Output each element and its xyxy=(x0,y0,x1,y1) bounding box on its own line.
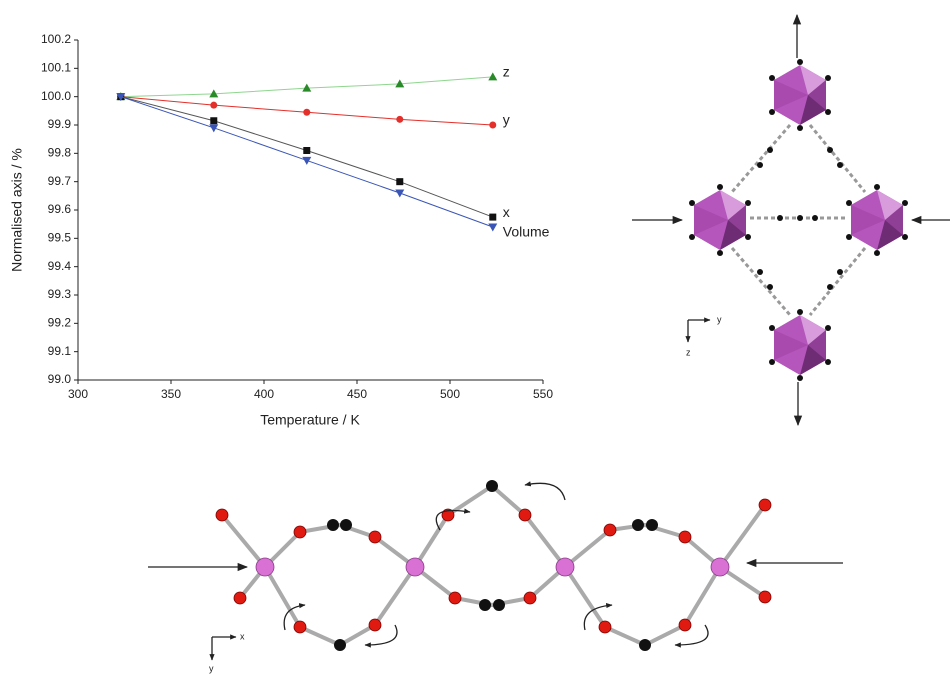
point xyxy=(395,190,404,198)
y-tick-label: 99.4 xyxy=(48,259,72,273)
x-tick-label: 300 xyxy=(68,387,88,401)
network-diagram: y z xyxy=(632,15,950,425)
y-tick-label: 99.3 xyxy=(48,287,72,301)
chain-diagram: x y xyxy=(148,480,843,673)
y-axis-title: Normalised axis / % xyxy=(9,148,25,272)
y-tick-label: 99.7 xyxy=(48,174,72,188)
x-axis-title: Temperature / K xyxy=(260,412,360,428)
series-label: x xyxy=(503,204,510,220)
y-tick-label: 99.6 xyxy=(48,202,72,216)
y-tick-label: 100.0 xyxy=(41,89,71,103)
y-tick-label: 99.2 xyxy=(48,316,72,330)
axis-label: y xyxy=(209,663,214,673)
series-label: y xyxy=(503,112,510,128)
axis-label: y xyxy=(717,314,722,324)
point xyxy=(396,116,403,123)
axis-label: z xyxy=(686,347,691,357)
figure: Temperature / K Normalised axis / % 99.0… xyxy=(0,0,951,674)
x-tick-label: 550 xyxy=(533,387,553,401)
y-tick-label: 99.1 xyxy=(48,344,72,358)
point xyxy=(488,224,497,232)
y-tick-label: 99.0 xyxy=(48,372,72,386)
point xyxy=(209,124,218,132)
point xyxy=(210,117,217,124)
x-tick-label: 450 xyxy=(347,387,367,401)
series-label: z xyxy=(503,64,510,80)
x-tick-label: 400 xyxy=(254,387,274,401)
point xyxy=(489,214,496,221)
line-chart: Temperature / K Normalised axis / % 99.0… xyxy=(9,32,554,428)
point xyxy=(396,178,403,185)
y-tick-label: 99.8 xyxy=(48,146,72,160)
y-tick-label: 100.2 xyxy=(41,32,71,46)
y-tick-label: 100.1 xyxy=(41,61,71,75)
point xyxy=(210,102,217,109)
x-tick-label: 350 xyxy=(161,387,181,401)
point xyxy=(303,109,310,116)
point xyxy=(302,157,311,165)
point xyxy=(488,72,497,80)
point xyxy=(303,147,310,154)
x-tick-label: 500 xyxy=(440,387,460,401)
point xyxy=(489,122,496,129)
y-tick-label: 99.5 xyxy=(48,231,72,245)
y-tick-label: 99.9 xyxy=(48,117,72,131)
series-label: Volume xyxy=(503,224,550,240)
axis-label: x xyxy=(240,631,245,641)
